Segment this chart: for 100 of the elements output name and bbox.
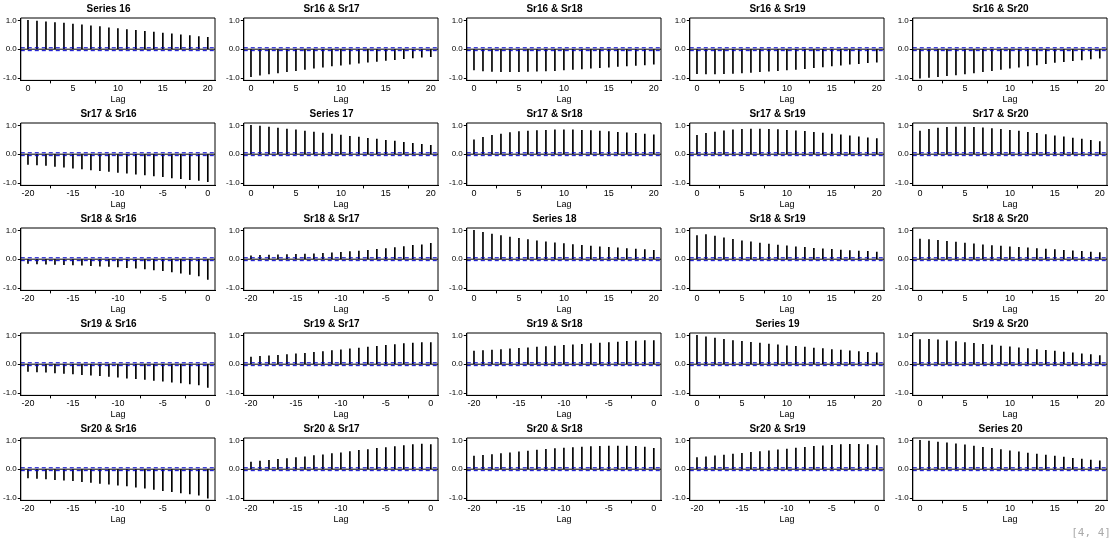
chart-title: Series 19 <box>755 317 800 329</box>
y-tick-label: 0.0 <box>451 44 464 54</box>
chart-title: Sr16 & Sr18 <box>526 2 584 14</box>
x-tick-label: 15 <box>1049 293 1060 304</box>
y-tick-label: -1.0 <box>225 73 241 83</box>
chart-title: Sr17 & Sr18 <box>526 107 584 119</box>
y-tick-label: -1.0 <box>448 493 464 503</box>
x-tick-label: 0 <box>471 83 477 94</box>
x-tick-label: 15 <box>826 293 837 304</box>
y-tick-label: 0.0 <box>451 464 464 474</box>
x-tick-label: 0 <box>205 188 211 199</box>
x-tick-label: 0 <box>694 83 700 94</box>
x-tick-label: 10 <box>781 83 792 94</box>
y-tick-label: -1.0 <box>894 178 910 188</box>
x-tick-label: 20 <box>1094 503 1105 514</box>
chart-title: Sr16 & Sr20 <box>972 2 1030 14</box>
x-tick-label: 20 <box>202 83 213 94</box>
y-tick-label: 1.0 <box>5 15 18 25</box>
y-tick-label: 0.0 <box>897 254 910 264</box>
y-tick-label: 1.0 <box>228 225 241 235</box>
chart-title: Sr19 & Sr17 <box>303 317 361 329</box>
x-tick-label: 15 <box>826 188 837 199</box>
y-tick-label: 0.0 <box>674 44 687 54</box>
x-tick-label: 0 <box>248 83 254 94</box>
x-tick-label: -5 <box>158 293 167 304</box>
x-tick-label: 0 <box>651 503 657 514</box>
x-tick-label: -15 <box>289 503 303 514</box>
y-tick-label: -1.0 <box>225 283 241 293</box>
chart-title: Sr19 & Sr18 <box>526 317 584 329</box>
x-tick-label: 10 <box>112 83 123 94</box>
x-tick-label: 15 <box>826 398 837 409</box>
y-tick-label: 1.0 <box>5 435 18 445</box>
x-tick-label: -15 <box>735 503 749 514</box>
y-tick-label: 1.0 <box>451 330 464 340</box>
y-tick-label: 1.0 <box>897 330 910 340</box>
y-tick-label: 1.0 <box>674 435 687 445</box>
y-tick-label: -1.0 <box>671 493 687 503</box>
x-tick-label: 20 <box>1094 188 1105 199</box>
x-tick-label: 20 <box>1094 398 1105 409</box>
x-tick-label: -15 <box>512 503 526 514</box>
x-tick-label: 20 <box>871 83 882 94</box>
y-tick-label: 0.0 <box>5 359 18 369</box>
x-axis-title: Lag <box>556 514 572 525</box>
x-tick-label: 0 <box>874 503 880 514</box>
x-tick-label: 0 <box>248 188 254 199</box>
y-tick-label: -1.0 <box>448 388 464 398</box>
chart-title: Sr17 & Sr20 <box>972 107 1030 119</box>
x-axis-title: Lag <box>556 409 572 420</box>
x-tick-label: -10 <box>557 398 571 409</box>
x-axis-title: Lag <box>779 409 795 420</box>
x-axis-title: Lag <box>333 409 349 420</box>
x-tick-label: 0 <box>428 293 434 304</box>
y-tick-label: 0.0 <box>451 149 464 159</box>
x-tick-label: 10 <box>1004 83 1015 94</box>
x-axis-title: Lag <box>779 199 795 210</box>
x-axis-title: Lag <box>110 304 126 315</box>
x-tick-label: 0 <box>471 188 477 199</box>
x-tick-label: 0 <box>25 83 31 94</box>
y-tick-label: 0.0 <box>897 359 910 369</box>
x-tick-label: 5 <box>962 503 968 514</box>
x-tick-label: -5 <box>381 398 390 409</box>
y-tick-label: -1.0 <box>448 178 464 188</box>
x-tick-label: -20 <box>244 398 258 409</box>
x-tick-label: 5 <box>739 293 745 304</box>
x-tick-label: 0 <box>917 503 923 514</box>
x-tick-label: 10 <box>335 188 346 199</box>
y-tick-label: 1.0 <box>674 15 687 25</box>
x-axis-title: Lag <box>333 94 349 105</box>
x-tick-label: -5 <box>604 503 613 514</box>
x-tick-label: 10 <box>558 293 569 304</box>
x-tick-label: 20 <box>1094 293 1105 304</box>
y-tick-label: -1.0 <box>225 388 241 398</box>
x-tick-label: 0 <box>917 293 923 304</box>
x-axis-title: Lag <box>333 514 349 525</box>
x-axis-title: Lag <box>333 304 349 315</box>
y-tick-label: -1.0 <box>894 73 910 83</box>
y-tick-label: 1.0 <box>674 225 687 235</box>
x-tick-label: 5 <box>739 83 745 94</box>
y-tick-label: -1.0 <box>225 178 241 188</box>
y-tick-label: 0.0 <box>674 359 687 369</box>
y-tick-label: -1.0 <box>2 388 18 398</box>
x-tick-label: 10 <box>558 188 569 199</box>
chart-title: Sr20 & Sr18 <box>526 422 584 434</box>
x-tick-label: -20 <box>244 293 258 304</box>
x-tick-label: 5 <box>962 188 968 199</box>
x-tick-label: -15 <box>512 398 526 409</box>
y-tick-label: 1.0 <box>5 225 18 235</box>
x-tick-label: -10 <box>111 293 125 304</box>
y-tick-label: 0.0 <box>228 44 241 54</box>
x-tick-label: 0 <box>917 188 923 199</box>
x-tick-label: 15 <box>1049 188 1060 199</box>
chart-title: Sr18 & Sr16 <box>80 212 138 224</box>
x-axis-title: Lag <box>779 304 795 315</box>
x-axis-title: Lag <box>110 199 126 210</box>
y-tick-label: -1.0 <box>2 283 18 293</box>
chart-title: Sr18 & Sr17 <box>303 212 361 224</box>
x-tick-label: 20 <box>871 188 882 199</box>
x-tick-label: -10 <box>334 398 348 409</box>
x-tick-label: 20 <box>425 83 436 94</box>
x-tick-label: 15 <box>380 188 391 199</box>
